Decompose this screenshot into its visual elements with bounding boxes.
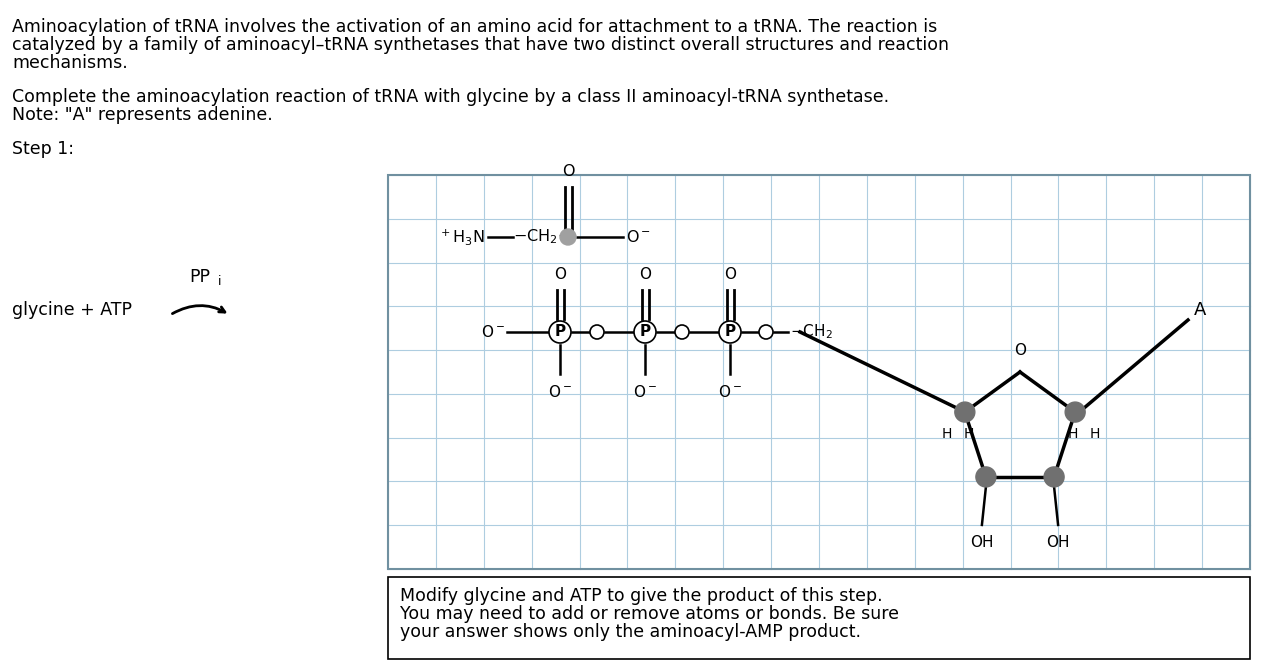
Text: O: O [640,267,651,282]
Text: O: O [1014,343,1026,358]
Text: PP: PP [190,268,211,286]
Text: P: P [724,325,736,339]
Text: P: P [555,325,565,339]
Circle shape [635,321,656,343]
Bar [388,577,1250,659]
Circle shape [560,229,576,245]
Text: O$^-$: O$^-$ [626,229,651,245]
Text: glycine + ATP: glycine + ATP [11,301,131,319]
Text: Aminoacylation of tRNA involves the activation of an amino acid for attachment t: Aminoacylation of tRNA involves the acti… [11,18,937,36]
Text: H: H [1090,427,1101,441]
Text: O$^-$: O$^-$ [633,384,657,400]
Text: O$^-$: O$^-$ [482,324,506,340]
Text: P: P [640,325,651,339]
Text: A: A [1193,301,1206,319]
Circle shape [590,325,604,339]
Text: $-$CH$_2$: $-$CH$_2$ [790,323,833,341]
Text: O: O [724,267,736,282]
Text: Modify glycine and ATP to give the product of this step.: Modify glycine and ATP to give the produ… [399,587,882,605]
Text: Step 1:: Step 1: [11,140,75,158]
Text: your answer shows only the aminoacyl-AMP product.: your answer shows only the aminoacyl-AMP… [399,623,861,641]
Circle shape [1066,402,1086,422]
Text: O$^-$: O$^-$ [718,384,742,400]
Text: You may need to add or remove atoms or bonds. Be sure: You may need to add or remove atoms or b… [399,605,899,623]
Text: H: H [963,427,975,441]
Text: O: O [561,164,574,179]
Bar [388,175,1250,569]
Text: OH: OH [971,535,994,550]
Text: O: O [554,267,566,282]
Text: $^+$H$_3$N: $^+$H$_3$N [439,227,484,247]
Circle shape [954,402,975,422]
Text: $-$CH$_2$$-$: $-$CH$_2$$-$ [513,228,571,246]
Text: Complete the aminoacylation reaction of tRNA with glycine by a class II aminoacy: Complete the aminoacylation reaction of … [11,88,889,106]
Circle shape [1044,467,1064,487]
Text: catalyzed by a family of aminoacyl–tRNA synthetases that have two distinct overa: catalyzed by a family of aminoacyl–tRNA … [11,36,949,54]
Text: i: i [217,275,221,288]
Circle shape [719,321,741,343]
Text: Note: "A" represents adenine.: Note: "A" represents adenine. [11,106,273,124]
Text: mechanisms.: mechanisms. [11,54,128,72]
Circle shape [758,325,774,339]
Text: O$^-$: O$^-$ [549,384,573,400]
Text: H: H [1068,427,1078,441]
Text: OH: OH [1047,535,1069,550]
Text: H: H [942,427,952,441]
Circle shape [549,321,571,343]
Circle shape [976,467,996,487]
Circle shape [675,325,689,339]
